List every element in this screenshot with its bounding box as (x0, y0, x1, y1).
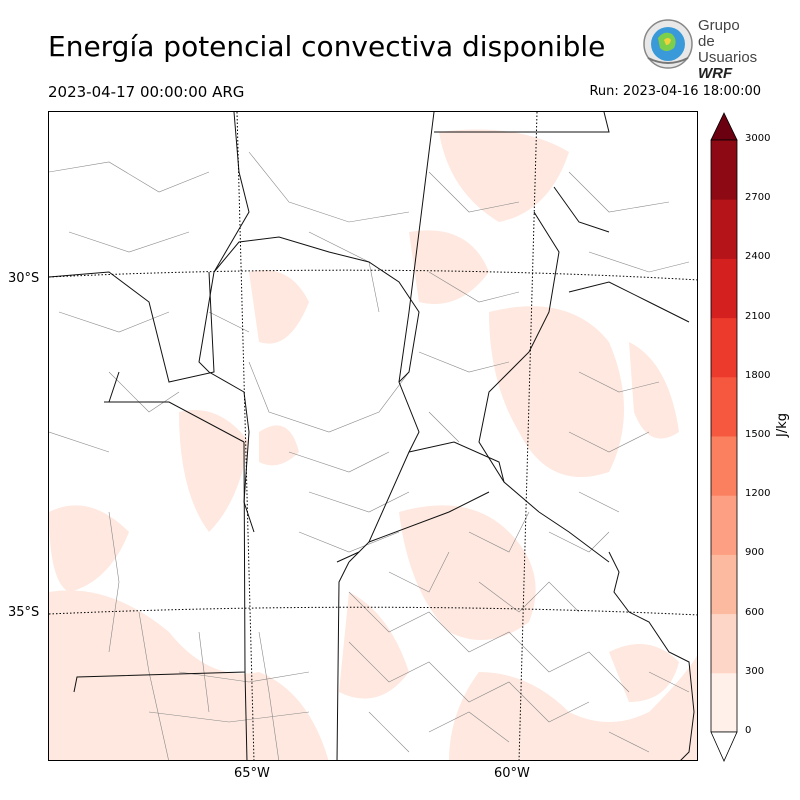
cape-shading (49, 129, 697, 760)
chart-title: Energía potencial convectiva disponible (48, 30, 606, 63)
colorbar-tick-label: 2400 (745, 251, 771, 263)
colorbar-segment (711, 613, 737, 674)
colorbar-tick-label: 600 (745, 606, 765, 618)
lon-label-60w: 60°W (494, 766, 530, 781)
run-time: Run: 2023-04-16 18:00:00 (589, 84, 761, 99)
colorbar-tick-label: 2100 (745, 310, 771, 322)
colorbar-segment (711, 495, 737, 555)
lon-label-65w: 65°W (234, 766, 270, 781)
valid-time: 2023-04-17 00:00:00 ARG (48, 83, 245, 101)
colorbar-tick-label: 3000 (745, 133, 771, 144)
colorbar-segment (711, 672, 737, 733)
colorbar-segment (711, 140, 737, 200)
graticule (49, 112, 697, 760)
colorbar-extend-max (710, 112, 738, 141)
colorbar-tick-label: 900 (745, 547, 765, 559)
colorbar-segment (711, 317, 737, 378)
wrf-users-logo: Grupo de Usuarios WRF (640, 18, 760, 82)
globe-icon (643, 19, 693, 69)
colorbar-extend-min (710, 731, 738, 762)
colorbar-tick-label: 2700 (745, 192, 771, 204)
colorbar-tick-label: 1200 (745, 488, 771, 500)
colorbar-segment (711, 199, 737, 259)
coastline (608, 551, 695, 760)
colorbar-segments (710, 112, 738, 762)
map-canvas (49, 112, 697, 760)
colorbar (710, 112, 738, 762)
colorbar-tick-label: 0 (745, 725, 752, 736)
lat-label-35s: 35°S (8, 605, 40, 620)
logo-line-2: Usuarios (698, 49, 758, 66)
colorbar-segment (711, 436, 737, 496)
colorbar-unit: J/kg (775, 413, 790, 437)
logo-line-3: WRF (698, 65, 733, 82)
colorbar-tick-label: 1500 (745, 429, 771, 440)
province-boundaries (49, 112, 690, 760)
lat-label-30s: 30°S (8, 271, 40, 286)
colorbar-segment (711, 376, 737, 437)
colorbar-segment (711, 258, 737, 319)
colorbar-tick-label: 1800 (745, 369, 771, 381)
cape-map (48, 111, 698, 761)
colorbar-segment (711, 554, 737, 615)
colorbar-tick-label: 300 (745, 665, 765, 677)
logo-line-1: Grupo de (698, 17, 740, 50)
logo-text: Grupo de Usuarios WRF (698, 18, 760, 82)
